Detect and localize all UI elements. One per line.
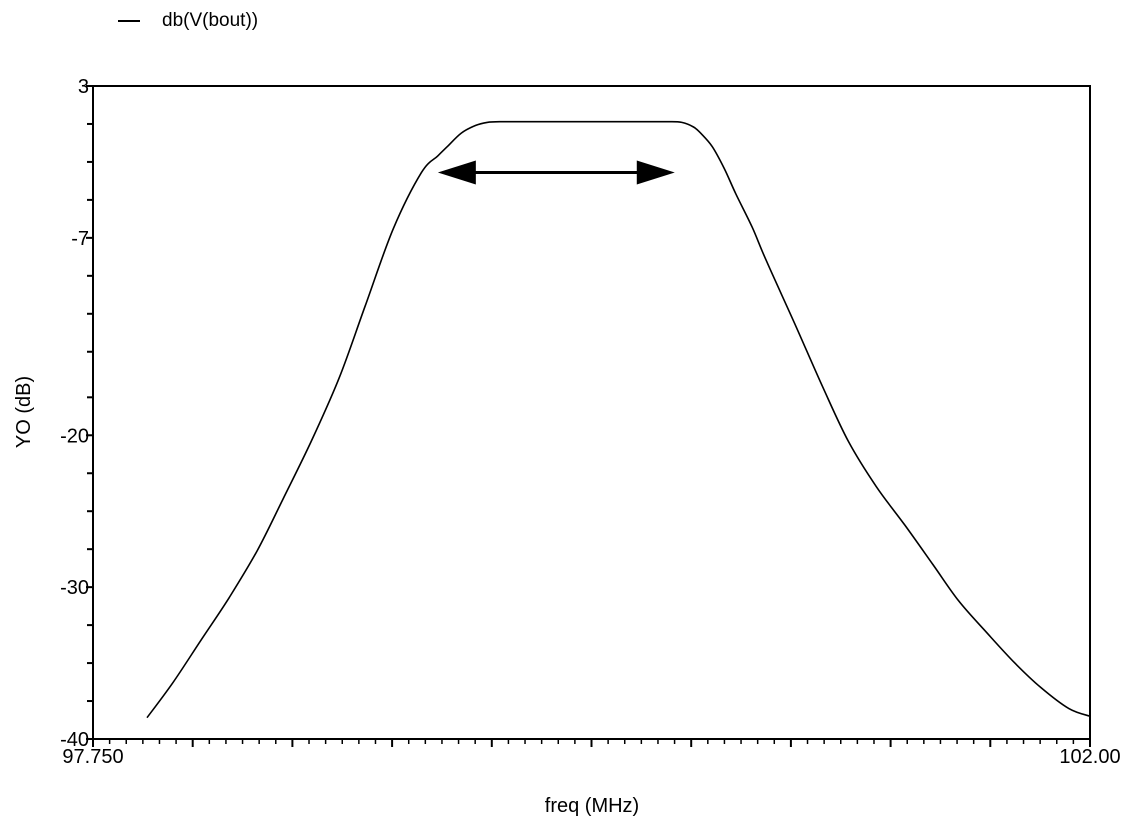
y-axis-tick-labels: 3 -7 -20 -30 -40: [60, 76, 89, 751]
x-axis-title: freq (MHz): [545, 795, 639, 817]
x-axis-tick-labels: 97.750 102.00: [62, 746, 1120, 768]
y-tick-label-1: -7: [71, 228, 89, 250]
legend-line-swatch: [118, 20, 140, 22]
x-tick-label-0: 97.750: [62, 746, 123, 768]
legend-label: db(V(bout)): [162, 10, 259, 31]
arrow-head-left-0: [437, 160, 476, 185]
series-line-db-v-bout: [146, 120, 1091, 719]
arrow-head-right-0: [636, 160, 675, 185]
x-axis-ticks: [92, 739, 1091, 747]
bandwidth-double-arrow: [437, 160, 675, 185]
y-axis-ticks: [86, 85, 93, 740]
y-tick-label-0: 3: [78, 76, 89, 98]
x-tick-label-1: 102.00: [1059, 746, 1120, 768]
y-tick-label-2: -20: [60, 425, 89, 447]
y-axis-title: YO (dB): [13, 376, 35, 448]
legend: db(V(bout)): [118, 8, 258, 34]
plot-area-frame: [92, 85, 1091, 740]
y-tick-label-4: -40: [60, 729, 89, 751]
y-tick-label-3: -30: [60, 577, 89, 599]
